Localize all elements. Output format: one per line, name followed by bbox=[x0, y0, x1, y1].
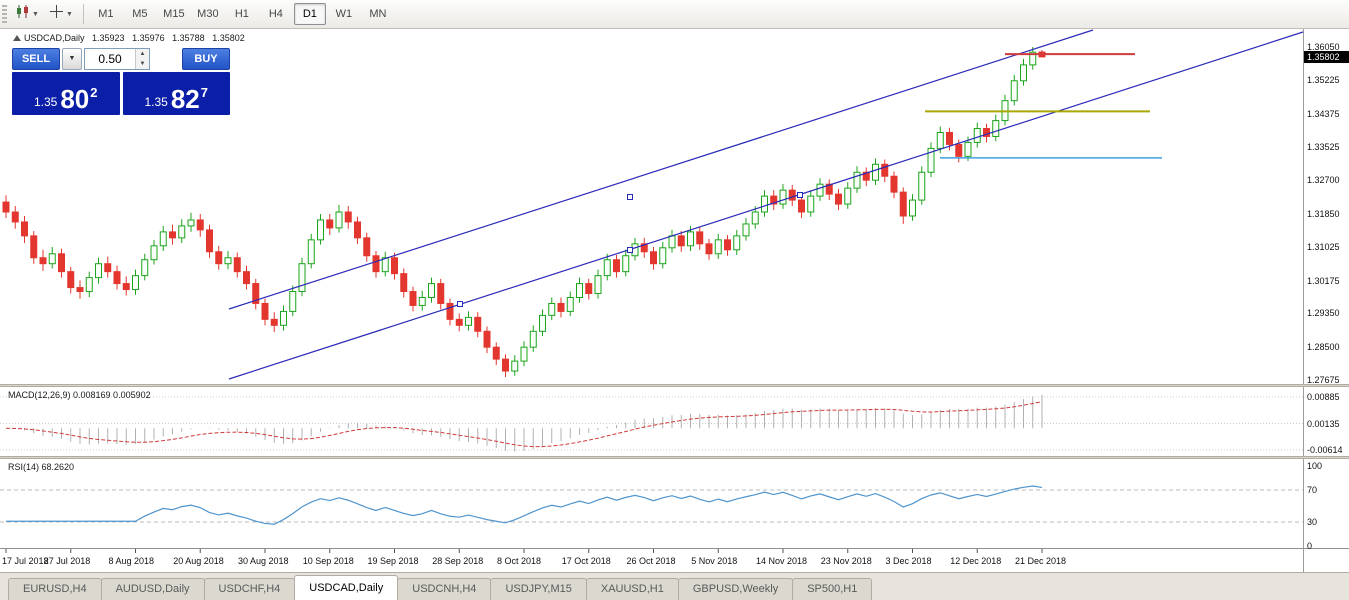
chart-shift-marker-icon bbox=[13, 35, 21, 41]
chart-tab-bar: EURUSD,H4 AUDUSD,Daily USDCHF,H4 USDCAD,Dai… bbox=[0, 572, 1349, 600]
timeframe-button-h1[interactable]: H1 bbox=[234, 8, 249, 20]
price-axis-label: 1.28500 bbox=[1307, 342, 1340, 353]
sell-price-pips: 80 bbox=[60, 84, 90, 114]
price-axis-label: 1.35225 bbox=[1307, 74, 1340, 85]
date-axis-label: 3 Dec 2018 bbox=[885, 556, 932, 566]
ohlc-low: 1.35788 bbox=[172, 33, 205, 43]
rsi-axis-label: 70 bbox=[1307, 485, 1318, 495]
sell-price-display[interactable]: 1.35 80 2 bbox=[12, 72, 120, 115]
timeframe-button-mn[interactable]: MN bbox=[369, 8, 387, 20]
price-axis-label: 1.33525 bbox=[1307, 142, 1340, 153]
chart-tab-xauusd-h1[interactable]: XAUUSD,H1 bbox=[585, 578, 679, 600]
date-axis-label: 5 Nov 2018 bbox=[691, 556, 738, 566]
date-axis-label: 19 Sep 2018 bbox=[367, 556, 419, 566]
price-axis-label: 1.34375 bbox=[1307, 108, 1340, 119]
buy-price-prefix: 1.35 bbox=[144, 95, 168, 109]
lot-dropdown-button[interactable]: ▼ bbox=[62, 48, 82, 70]
sell-button[interactable]: SELL bbox=[12, 48, 60, 70]
cursor-tool-button[interactable]: ▼ bbox=[45, 2, 77, 26]
chart-tab-audusd-daily[interactable]: AUDUSD,Daily bbox=[100, 578, 205, 600]
crosshair-cursor-icon bbox=[49, 4, 64, 24]
price-axis-label: 1.31025 bbox=[1307, 241, 1340, 252]
price-axis-label: 1.30175 bbox=[1307, 275, 1340, 286]
date-axis-strip[interactable] bbox=[0, 548, 1349, 573]
date-axis-label: 20 Aug 2018 bbox=[173, 556, 224, 566]
stepper-up-icon[interactable]: ▲ bbox=[136, 49, 149, 59]
timeframe-button-m5[interactable]: M5 bbox=[132, 8, 148, 20]
chart-ohlc-legend: USDCAD,Daily 1.35923 1.35976 1.35788 1.3… bbox=[24, 33, 250, 43]
price-axis-divider bbox=[1303, 29, 1304, 572]
buy-price-display[interactable]: 1.35 82 7 bbox=[122, 72, 230, 115]
sell-price-prefix: 1.35 bbox=[33, 95, 58, 109]
date-axis-label: 28 Sep 2018 bbox=[432, 556, 484, 566]
timeframe-button-group: M1 M5 M15 M30 H1 H4 D1 W1 MN bbox=[89, 3, 395, 25]
date-axis-label: 8 Aug 2018 bbox=[108, 556, 155, 566]
date-axis-label: 26 Oct 2018 bbox=[626, 556, 676, 566]
current-price-badge: 1.35802 bbox=[1304, 50, 1349, 63]
macd-axis-label: 0.00885 bbox=[1307, 392, 1340, 402]
date-axis-label: 30 Aug 2018 bbox=[238, 556, 289, 566]
buy-price-point: 7 bbox=[200, 85, 208, 100]
date-axis-label: 14 Nov 2018 bbox=[756, 556, 808, 566]
buy-price-pips: 82 bbox=[170, 84, 200, 114]
timeframe-button-m15[interactable]: M15 bbox=[163, 8, 185, 20]
macd-indicator-panel[interactable] bbox=[0, 387, 1349, 456]
candlestick-chart-icon bbox=[15, 4, 30, 24]
toolbar-gripper[interactable] bbox=[2, 5, 7, 23]
chart-tab-usdjpy-m15[interactable]: USDJPY,M15 bbox=[490, 578, 587, 600]
lot-size-field[interactable]: 0.50 ▲ ▼ bbox=[84, 48, 150, 70]
price-axis-label: 1.31850 bbox=[1307, 208, 1340, 219]
lot-stepper[interactable]: ▲ ▼ bbox=[135, 49, 149, 69]
chart-tab-eurusd-h4[interactable]: EURUSD,H4 bbox=[8, 578, 102, 600]
date-axis-label: 10 Sep 2018 bbox=[302, 556, 354, 566]
price-axis-label: 1.36050 bbox=[1307, 42, 1340, 52]
ohlc-open: 1.35923 bbox=[92, 33, 125, 43]
sell-price-point: 2 bbox=[90, 85, 98, 100]
rsi-label: RSI(14) 68.2620 bbox=[8, 462, 75, 472]
panel-splitter[interactable] bbox=[0, 456, 1349, 459]
rsi-axis-label: 0 bbox=[1307, 541, 1313, 551]
timeframe-button-h4[interactable]: H4 bbox=[268, 8, 283, 20]
date-axis-label: 12 Dec 2018 bbox=[950, 556, 1002, 566]
panel-splitter[interactable] bbox=[0, 384, 1349, 387]
date-axis-label: 17 Oct 2018 bbox=[561, 556, 611, 566]
chart-symbol-label: USDCAD,Daily bbox=[24, 33, 85, 43]
macd-label: MACD(12,26,9) 0.008169 0.005902 bbox=[8, 390, 151, 400]
chart-tab-usdchf-h4[interactable]: USDCHF,H4 bbox=[203, 578, 296, 600]
stepper-down-icon[interactable]: ▼ bbox=[136, 59, 149, 69]
timeframe-button-m30[interactable]: M30 bbox=[197, 8, 219, 20]
macd-axis-label: -0.00614 bbox=[1307, 445, 1343, 455]
price-axis-label: 1.29350 bbox=[1307, 308, 1340, 319]
toolbar-separator bbox=[82, 4, 84, 24]
chart-tab-sp500-h1[interactable]: SP500,H1 bbox=[792, 578, 873, 600]
rsi-axis-label: 30 bbox=[1307, 517, 1318, 527]
ohlc-close: 1.35802 bbox=[212, 33, 245, 43]
rsi-axis-label: 100 bbox=[1307, 461, 1323, 471]
chart-type-button[interactable]: ▼ bbox=[11, 2, 43, 26]
chevron-down-icon: ▼ bbox=[65, 10, 73, 18]
rsi-indicator-panel[interactable] bbox=[0, 459, 1349, 548]
chevron-down-icon: ▼ bbox=[32, 10, 39, 18]
one-click-trading-panel: SELL ▼ 0.50 ▲ ▼ BUY 1.35 80 2 1.35 82 7 bbox=[12, 48, 230, 115]
date-axis-label: 17 Jul 2018 bbox=[2, 556, 49, 566]
date-axis-label: 23 Nov 2018 bbox=[820, 556, 872, 566]
macd-axis-label: 0.00135 bbox=[1307, 418, 1340, 429]
price-axis-label: 1.32700 bbox=[1307, 175, 1340, 186]
timeframe-button-w1[interactable]: W1 bbox=[335, 8, 353, 20]
timeframe-button-d1[interactable]: D1 bbox=[293, 3, 326, 25]
chart-tab-usdcad-daily[interactable]: USDCAD,Daily bbox=[294, 575, 399, 600]
ohlc-high: 1.35976 bbox=[132, 33, 165, 43]
timeframe-button-m1[interactable]: M1 bbox=[98, 8, 114, 20]
chart-tab-gbpusd-weekly[interactable]: GBPUSD,Weekly bbox=[677, 578, 794, 600]
lot-size-value[interactable]: 0.50 bbox=[98, 52, 122, 66]
date-axis-label: 27 Jul 2018 bbox=[43, 556, 91, 566]
chevron-down-icon: ▼ bbox=[68, 55, 76, 62]
chart-tab-usdcnh-h4[interactable]: USDCNH,H4 bbox=[397, 578, 492, 600]
date-axis-label: 21 Dec 2018 bbox=[1015, 556, 1067, 566]
price-axis-label: 1.27675 bbox=[1307, 374, 1340, 385]
buy-button[interactable]: BUY bbox=[182, 48, 230, 70]
top-toolbar: ▼ ▼ M1 M5 M15 M30 H1 H4 D1 W1 MN bbox=[0, 0, 1349, 29]
date-axis-label: 8 Oct 2018 bbox=[497, 556, 542, 566]
